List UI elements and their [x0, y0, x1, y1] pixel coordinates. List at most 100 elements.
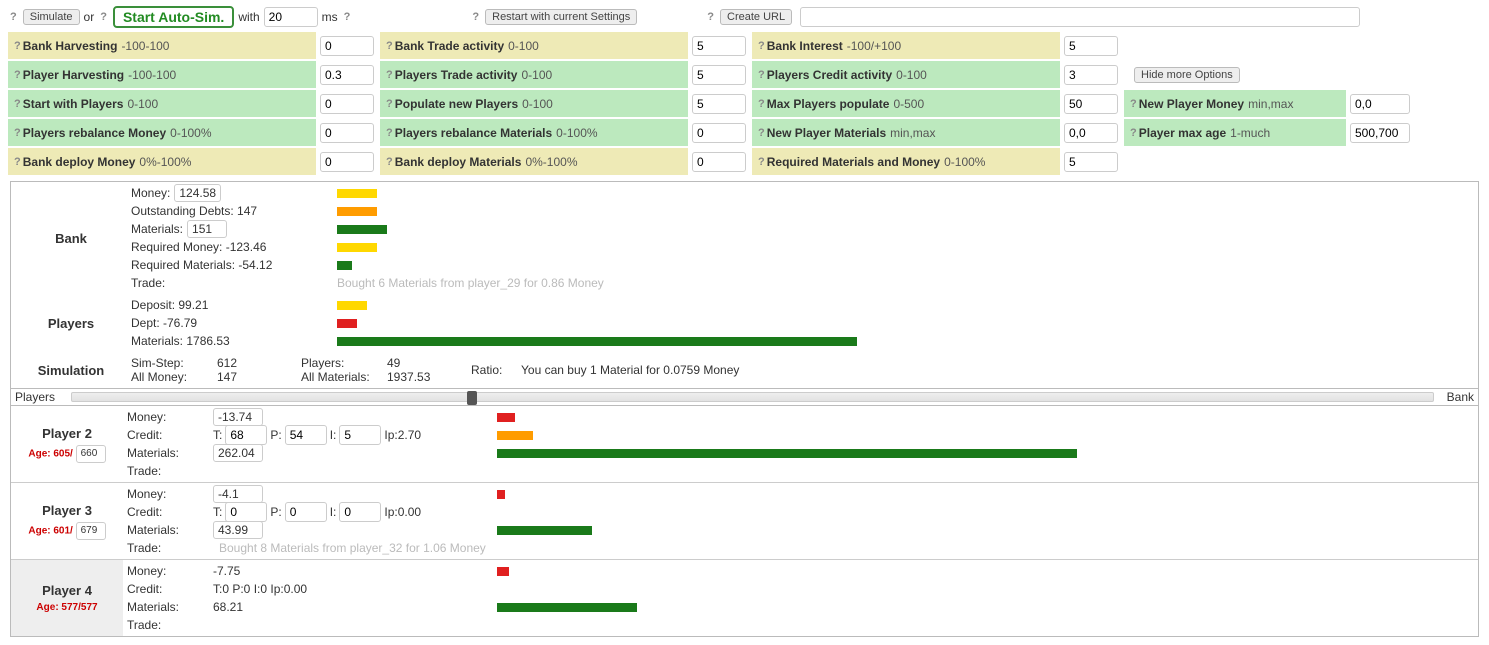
player-row-label: Money: — [123, 487, 213, 501]
help-icon[interactable]: ? — [758, 127, 765, 139]
help-icon[interactable]: ? — [386, 40, 393, 52]
setting-label: ?Max Players populate 0-500 — [752, 90, 1060, 117]
help-icon[interactable]: ? — [1130, 98, 1137, 110]
player-row-label: Credit: — [123, 428, 213, 442]
help-icon[interactable]: ? — [386, 98, 393, 110]
player-materials-bar — [497, 603, 637, 612]
help-icon[interactable]: ? — [386, 127, 393, 139]
setting-label: ?Bank deploy Materials 0%-100% — [380, 148, 688, 175]
player-money-input[interactable]: -13.74 — [213, 408, 263, 426]
setting-input[interactable] — [320, 123, 374, 143]
player-credit-I-input[interactable] — [339, 502, 381, 522]
player-credit-P-input[interactable] — [285, 502, 327, 522]
player-credit-T-input[interactable] — [225, 502, 267, 522]
player-credit-I-input[interactable] — [339, 425, 381, 445]
setting-input[interactable] — [320, 65, 374, 85]
setting-input[interactable] — [320, 94, 374, 114]
help-icon[interactable]: ? — [344, 11, 351, 23]
setting-input[interactable] — [1064, 65, 1118, 85]
players-list: Player 2Age: 605/ 660Money: -13.74Credit:… — [11, 406, 1478, 636]
help-icon[interactable]: ? — [14, 156, 21, 168]
slider-label-players: Players — [15, 390, 71, 404]
allmoney-value: 147 — [217, 370, 277, 384]
setting-label: ?Bank Interest -100/+100 — [752, 32, 1060, 59]
help-icon[interactable]: ? — [386, 69, 393, 81]
help-icon[interactable]: ? — [758, 69, 765, 81]
players-bank-slider[interactable]: Players Bank — [11, 388, 1478, 406]
help-icon[interactable]: ? — [10, 11, 17, 23]
setting-input[interactable] — [1064, 36, 1118, 56]
player-money-input[interactable]: -4.1 — [213, 485, 263, 503]
ratio-value: You can buy 1 Material for 0.0759 Money — [521, 363, 739, 377]
bank-section: Bank Money: 124.58 Outstanding Debts: 14… — [11, 182, 1478, 294]
player-header: Player 2Age: 605/ 660 — [11, 406, 123, 482]
setting-label: ?Bank deploy Money 0%-100% — [8, 148, 316, 175]
player-trade-label: Trade: — [123, 618, 213, 632]
help-icon[interactable]: ? — [100, 11, 107, 23]
bank-debts-bar — [337, 207, 377, 216]
setting-input[interactable] — [1064, 152, 1118, 172]
ratio-label: Ratio: — [471, 363, 517, 377]
help-icon[interactable]: ? — [386, 156, 393, 168]
player-credit-P-input[interactable] — [285, 425, 327, 445]
help-icon[interactable]: ? — [472, 11, 479, 23]
player-money-bar — [497, 413, 515, 422]
bank-materials-value[interactable]: 151 — [187, 220, 227, 238]
player-materials-input[interactable]: 43.99 — [213, 521, 263, 539]
setting-label: ?Player max age 1-much — [1124, 119, 1346, 146]
setting-input[interactable] — [320, 36, 374, 56]
setting-label: ?Players rebalance Money 0-100% — [8, 119, 316, 146]
help-icon[interactable]: ? — [14, 127, 21, 139]
with-label: with — [238, 10, 259, 24]
hide-more-options-button[interactable]: Hide more Options — [1134, 67, 1240, 83]
help-icon[interactable]: ? — [14, 69, 21, 81]
url-output-input[interactable] — [800, 7, 1360, 27]
player-credit-T-input[interactable] — [225, 425, 267, 445]
interval-ms-input[interactable] — [264, 7, 318, 27]
setting-input[interactable] — [692, 123, 746, 143]
help-icon[interactable]: ? — [14, 40, 21, 52]
simstep-value: 612 — [217, 356, 277, 370]
player-age-max-input[interactable]: 679 — [76, 522, 106, 540]
help-icon[interactable]: ? — [758, 156, 765, 168]
start-auto-sim-button[interactable]: Start Auto-Sim. — [113, 6, 234, 28]
help-icon[interactable]: ? — [707, 11, 714, 23]
setting-input[interactable] — [1064, 94, 1118, 114]
player-materials-value: 68.21 — [213, 600, 243, 614]
players-materials-label: Materials: 1786.53 — [131, 334, 331, 348]
create-url-button[interactable]: Create URL — [720, 9, 792, 25]
player-materials-bar — [497, 526, 592, 535]
setting-input[interactable] — [692, 65, 746, 85]
setting-input[interactable] — [1350, 94, 1410, 114]
help-icon[interactable]: ? — [758, 98, 765, 110]
players-deposit-label: Deposit: 99.21 — [131, 298, 331, 312]
players-materials-bar — [337, 337, 857, 346]
setting-label: ?Bank Harvesting -100-100 — [8, 32, 316, 59]
setting-input[interactable] — [1350, 123, 1410, 143]
help-icon[interactable]: ? — [14, 98, 21, 110]
player-credit-bar — [497, 431, 533, 440]
restart-button[interactable]: Restart with current Settings — [485, 9, 637, 25]
help-icon[interactable]: ? — [1130, 127, 1137, 139]
player-name: Player 4 — [15, 583, 119, 598]
player-age-max-input[interactable]: 660 — [76, 445, 106, 463]
player-header: Player 3 Age: 601/ 679 — [11, 483, 123, 559]
slider-thumb[interactable] — [467, 391, 477, 405]
player-age: Age: 601/ 679 — [15, 522, 119, 540]
bank-reqmoney-label: Required Money: -123.46 — [131, 240, 331, 254]
player-row-label: Materials: — [123, 446, 213, 460]
help-icon[interactable]: ? — [758, 40, 765, 52]
slider-track[interactable] — [71, 392, 1434, 402]
player-name: Player 3 — [15, 503, 119, 518]
simulate-button[interactable]: Simulate — [23, 9, 80, 25]
setting-input[interactable] — [1064, 123, 1118, 143]
bank-money-value[interactable]: 124.58 — [174, 184, 221, 202]
setting-label: ?Player Harvesting -100-100 — [8, 61, 316, 88]
players-aggregate-section: Players Deposit: 99.21 Dept: -76.79 Mate… — [11, 294, 1478, 352]
setting-input[interactable] — [692, 94, 746, 114]
player-materials-input[interactable]: 262.04 — [213, 444, 263, 462]
setting-input[interactable] — [692, 152, 746, 172]
player-block: Player 3Age: 601/ 679Money:-4.1Credit:T:… — [11, 483, 1478, 560]
setting-input[interactable] — [692, 36, 746, 56]
setting-input[interactable] — [320, 152, 374, 172]
